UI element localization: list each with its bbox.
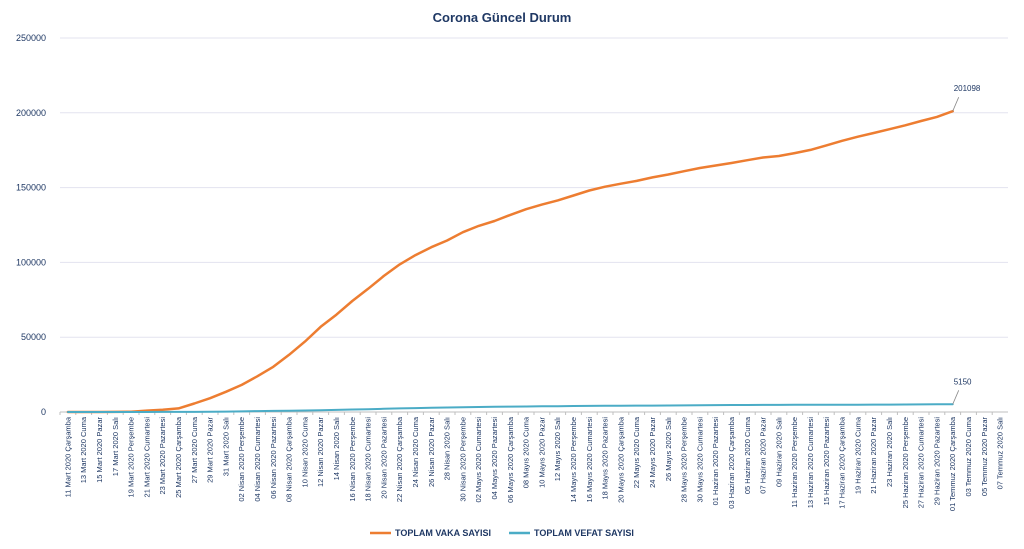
- legend-label: TOPLAM VAKA SAYISI: [395, 528, 491, 538]
- x-tick-label: 14 Mayıs 2020 Perşembe: [569, 417, 578, 502]
- x-tick-label: 06 Mayıs 2020 Çarşamba: [506, 416, 515, 503]
- legend-label: TOPLAM VEFAT SAYISI: [534, 528, 634, 538]
- x-tick-label: 15 Mart 2020 Pazar: [95, 417, 104, 483]
- x-tick-label: 21 Haziran 2020 Pazar: [869, 417, 878, 494]
- x-tick-label: 16 Nisan 2020 Perşembe: [348, 417, 357, 502]
- legend-item[interactable]: TOPLAM VAKA SAYISI: [370, 528, 491, 538]
- y-tick-label: 0: [41, 407, 46, 417]
- x-tick-label: 25 Haziran 2020 Perşembe: [901, 417, 910, 508]
- x-tick-label: 02 Nisan 2020 Perşembe: [237, 417, 246, 502]
- x-tick-label: 30 Mayıs 2020 Cumartesi: [695, 417, 704, 503]
- x-tick-label: 03 Haziran 2020 Çarşamba: [727, 416, 736, 509]
- y-tick-label: 100000: [16, 257, 46, 267]
- x-tick-label: 10 Nisan 2020 Cuma: [300, 416, 309, 487]
- end-data-label: 201098: [954, 84, 981, 93]
- x-tick-label: 13 Mart 2020 Cuma: [79, 416, 88, 483]
- x-tick-label: 15 Haziran 2020 Pazartesi: [822, 417, 831, 506]
- x-tick-label: 16 Mayıs 2020 Cumartesi: [585, 417, 594, 503]
- x-tick-label: 27 Haziran 2020 Cumartesi: [917, 417, 926, 509]
- x-tick-label: 23 Haziran 2020 Salı: [885, 417, 894, 487]
- x-tick-label: 18 Nisan 2020 Cumartesi: [364, 417, 373, 502]
- x-tick-label: 21 Mart 2020 Cumartesi: [142, 417, 151, 498]
- series-line: [66, 403, 954, 413]
- x-tick-label: 01 Haziran 2020 Pazartesi: [711, 417, 720, 506]
- x-tick-label: 12 Nisan 2020 Pazar: [316, 416, 325, 487]
- x-tick-label: 26 Mayıs 2020 Salı: [664, 417, 673, 481]
- x-tick-label: 05 Haziran 2020 Cuma: [743, 416, 752, 494]
- x-tick-label: 12 Mayıs 2020 Salı: [553, 417, 562, 481]
- x-tick-label: 09 Haziran 2020 Salı: [774, 417, 783, 487]
- x-tick-label: 19 Mart 2020 Perşembe: [127, 417, 136, 497]
- x-tick-label: 24 Nisan 2020 Cuma: [411, 416, 420, 487]
- x-tick-label: 04 Nisan 2020 Cumartesi: [253, 417, 262, 502]
- x-tick-label: 13 Haziran 2020 Cumartesi: [806, 417, 815, 509]
- x-tick-label: 22 Mayıs 2020 Cuma: [632, 416, 641, 488]
- x-tick-label: 19 Haziran 2020 Cuma: [853, 416, 862, 494]
- leader-line: [952, 390, 960, 405]
- x-tick-label: 06 Nisan 2020 Pazartesi: [269, 417, 278, 499]
- x-tick-label: 28 Mayıs 2020 Perşembe: [680, 417, 689, 502]
- x-tick-label: 27 Mart 2020 Cuma: [190, 416, 199, 483]
- x-tick-label: 11 Mart 2020 Çarşamba: [63, 416, 72, 497]
- x-tick-label: 20 Nisan 2020 Pazartesi: [379, 417, 388, 499]
- y-tick-label: 50000: [21, 332, 46, 342]
- x-tick-label: 03 Temmuz 2020 Cuma: [964, 416, 973, 496]
- grid: [60, 37, 1008, 413]
- x-tick-label: 23 Mart 2020 Pazartesi: [158, 417, 167, 495]
- legend-item[interactable]: TOPLAM VEFAT SAYISI: [509, 528, 634, 538]
- x-tick-label: 18 Mayıs 2020 Pazartesi: [601, 417, 610, 500]
- x-tick-label: 08 Mayıs 2020 Cuma: [522, 416, 531, 488]
- x-tick-label: 17 Mart 2020 Salı: [111, 417, 120, 476]
- y-axis: 0 50000 100000 150000 200000 250000: [16, 33, 46, 417]
- plot-area: [66, 109, 954, 414]
- chart-title: Corona Güncel Durum: [433, 10, 572, 25]
- x-tick-label: 08 Nisan 2020 Çarşamba: [285, 416, 294, 502]
- x-tick-label: 05 Temmuz 2020 Pazar: [980, 417, 989, 497]
- x-tick-label: 26 Nisan 2020 Pazar: [427, 416, 436, 487]
- leader-line: [952, 96, 960, 112]
- x-tick-label: 30 Nisan 2020 Perşembe: [458, 417, 467, 502]
- x-tick-label: 01 Temmuz 2020 Çarşamba: [948, 416, 957, 511]
- legend[interactable]: TOPLAM VAKA SAYISI TOPLAM VEFAT SAYISI: [370, 528, 634, 538]
- x-tick-label: 22 Nisan 2020 Çarşamba: [395, 416, 404, 502]
- x-tick-label: 07 Haziran 2020 Pazar: [759, 417, 768, 494]
- y-tick-label: 150000: [16, 183, 46, 193]
- x-tick-label: 25 Mart 2020 Çarşamba: [174, 416, 183, 498]
- x-tick-label: 10 Mayıs 2020 Pazar: [537, 416, 546, 487]
- data-labels: 201098 5150: [952, 84, 981, 405]
- x-tick-label: 11 Haziran 2020 Perşembe: [790, 417, 799, 508]
- x-tick-label: 14 Nisan 2020 Salı: [332, 417, 341, 480]
- x-tick-label: 20 Mayıs 2020 Çarşamba: [616, 416, 625, 503]
- x-tick-label: 02 Mayıs 2020 Cumartesi: [474, 417, 483, 503]
- x-tick-label: 31 Mart 2020 Salı: [221, 417, 230, 476]
- x-tick-label: 07 Temmuz 2020 Salı: [996, 417, 1005, 489]
- y-tick-label: 250000: [16, 33, 46, 43]
- y-tick-label: 200000: [16, 108, 46, 118]
- x-tick-label: 04 Mayıs 2020 Pazartesi: [490, 417, 499, 500]
- series-line: [66, 109, 954, 414]
- x-tick-label: 29 Haziran 2020 Pazartesi: [932, 417, 941, 506]
- x-tick-label: 17 Haziran 2020 Çarşamba: [838, 416, 847, 509]
- end-data-label: 5150: [954, 377, 972, 386]
- x-tick-label: 24 Mayıs 2020 Pazar: [648, 416, 657, 487]
- x-tick-label: 29 Mart 2020 Pazar: [206, 417, 215, 483]
- x-tick-label: 28 Nisan 2020 Salı: [443, 417, 452, 480]
- x-axis: 11 Mart 2020 Çarşamba 13 Mart 2020 Cuma 15…: [59, 412, 1005, 511]
